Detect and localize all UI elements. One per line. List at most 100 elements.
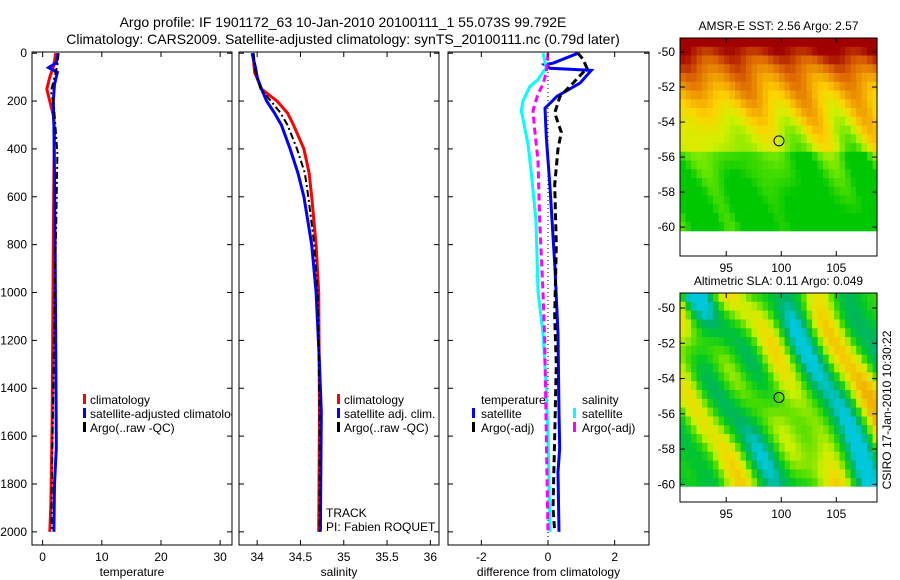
sst-cell xyxy=(845,151,852,162)
x-tick-label: 100 xyxy=(771,507,791,521)
series-satellite-adjusted-climatology xyxy=(45,52,60,532)
sst-cell xyxy=(735,178,742,188)
sst-cell xyxy=(784,169,791,179)
sla-cell xyxy=(696,416,703,426)
sst-cell xyxy=(850,99,857,109)
sla-cell xyxy=(768,442,775,453)
sst-cell xyxy=(696,125,703,135)
sst-cell xyxy=(691,213,698,223)
sst-cell xyxy=(801,186,808,197)
sla-cell xyxy=(790,310,797,320)
sla-cell xyxy=(713,301,720,312)
sst-cell xyxy=(729,169,736,179)
sst-cell xyxy=(746,134,753,144)
sst-cell xyxy=(713,204,720,214)
sla-cell xyxy=(768,425,775,435)
sst-cell xyxy=(823,38,830,48)
sst-cell xyxy=(790,213,797,223)
x-tick-label: 100 xyxy=(771,261,791,275)
sst-cell xyxy=(795,64,802,74)
sst-cell xyxy=(680,204,687,214)
series-argo-raw-qc- xyxy=(49,53,60,532)
sst-cell xyxy=(773,108,780,118)
sst-cell xyxy=(740,195,747,205)
sla-cell xyxy=(680,381,687,391)
sst-cell xyxy=(806,125,813,135)
sst-cell xyxy=(762,221,769,232)
sst-cell xyxy=(806,221,813,232)
sst-cell xyxy=(801,125,808,135)
sst-cell xyxy=(773,143,780,153)
sla-cell xyxy=(696,293,703,303)
sla-cell xyxy=(828,319,835,329)
sla-cell xyxy=(828,425,835,435)
sst-cell xyxy=(762,204,769,214)
sst-cell xyxy=(740,160,747,170)
sst-cell xyxy=(845,134,852,144)
sla-cell xyxy=(856,301,863,312)
sla-cell xyxy=(740,372,747,382)
sst-cell xyxy=(872,213,878,223)
sst-cell xyxy=(746,213,753,223)
sst-cell xyxy=(685,125,692,135)
csiro-timestamp: CSIRO 17-Jan-2010 10:30:22 xyxy=(880,330,894,489)
sla-cell xyxy=(762,363,769,373)
sla-cell xyxy=(834,328,841,338)
sla-heatmap xyxy=(680,293,878,487)
sla-cell xyxy=(823,434,830,444)
sst-cell xyxy=(779,73,786,83)
sst-cell xyxy=(713,108,720,118)
sst-cell xyxy=(872,186,878,197)
sla-cell xyxy=(845,328,852,338)
sla-cell xyxy=(735,434,742,444)
sst-cell xyxy=(724,178,731,188)
sst-cell xyxy=(757,178,764,188)
sst-cell xyxy=(823,195,830,205)
x-tick-label: -2 xyxy=(476,550,487,564)
sla-cell xyxy=(762,425,769,435)
sst-cell xyxy=(867,38,874,48)
sla-cell xyxy=(850,363,857,373)
sst-cell xyxy=(872,204,878,214)
sst-cell xyxy=(806,99,813,109)
sst-cell xyxy=(845,90,852,100)
sla-cell xyxy=(685,398,692,409)
sla-map-title: Altimetric SLA: 0.11 Argo: 0.049 xyxy=(694,274,864,288)
sla-cell xyxy=(817,434,824,444)
sla-cell xyxy=(812,354,819,365)
sla-cell xyxy=(834,293,841,303)
sst-cell xyxy=(702,151,709,162)
sst-cell xyxy=(680,116,687,127)
sla-cell xyxy=(696,363,703,373)
sla-cell xyxy=(817,381,824,391)
sla-cell xyxy=(845,390,852,400)
sst-cell xyxy=(850,151,857,162)
sla-cell xyxy=(735,381,742,391)
legend-swatch xyxy=(573,408,576,418)
sst-cell xyxy=(735,125,742,135)
sst-cell xyxy=(872,73,878,83)
sst-cell xyxy=(768,204,775,214)
y-tick-label: -52 xyxy=(658,336,676,350)
sst-cell xyxy=(762,160,769,170)
sla-cell xyxy=(735,310,742,320)
sst-cell xyxy=(872,143,878,153)
sla-cell xyxy=(751,301,758,312)
sst-cell xyxy=(823,221,830,232)
y-tick-label: -52 xyxy=(658,80,676,94)
sst-cell xyxy=(696,169,703,179)
sst-cell xyxy=(812,143,819,153)
sst-cell xyxy=(713,160,720,170)
sla-cell xyxy=(823,319,830,329)
sst-cell xyxy=(768,99,775,109)
sla-cell xyxy=(691,442,698,453)
sla-cell xyxy=(740,301,747,312)
sst-cell xyxy=(713,46,720,57)
sst-cell xyxy=(773,38,780,48)
sst-cell xyxy=(773,134,780,144)
sla-cell xyxy=(801,293,808,303)
sst-cell xyxy=(795,90,802,100)
sst-cell xyxy=(680,108,687,118)
sla-cell xyxy=(856,345,863,356)
sla-cell xyxy=(861,416,868,426)
